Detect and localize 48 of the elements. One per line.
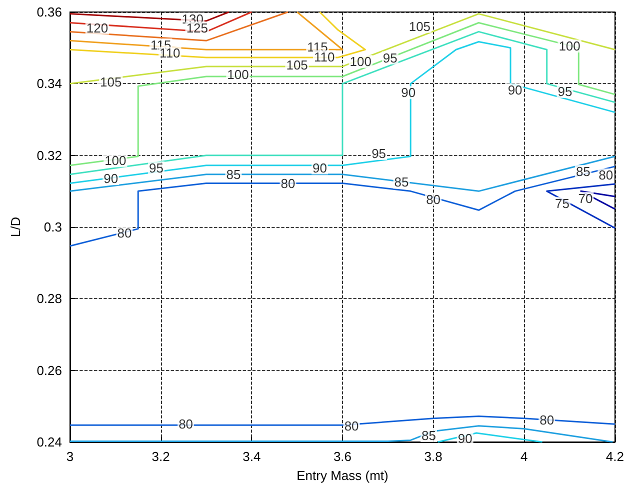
- annotation: 95: [372, 146, 386, 162]
- annotation: 80: [540, 412, 554, 428]
- annotation: 85: [226, 166, 241, 182]
- annotation: 80: [117, 226, 132, 241]
- x-tick-label: 3.4: [242, 449, 261, 464]
- x-tick-label: 3.6: [333, 449, 352, 464]
- annotation: 80: [598, 168, 614, 183]
- annotation: 90: [401, 85, 416, 100]
- x-tick-label: 3.2: [152, 449, 170, 464]
- annotation: 105: [408, 18, 431, 34]
- annotation: 85: [422, 428, 436, 444]
- y-tick-label: 0.28: [36, 291, 62, 306]
- annotation: 100: [227, 67, 249, 82]
- y-tick-label: 0.26: [36, 362, 62, 378]
- x-tick-label: 3.8: [424, 449, 442, 464]
- annotation: 80: [280, 176, 296, 191]
- x-tick-label: 3: [66, 449, 74, 464]
- annotation: 90: [508, 82, 522, 98]
- annotation: 85: [576, 164, 590, 179]
- annotation: 95: [149, 160, 164, 176]
- y-tick-label: 0.3: [44, 220, 62, 234]
- annotation: 105: [100, 74, 122, 90]
- annotation: 80: [178, 416, 194, 432]
- y-tick-label: 0.36: [36, 4, 62, 20]
- annotation: 70: [578, 190, 593, 206]
- annotation: 95: [382, 50, 398, 66]
- annotation: 90: [458, 430, 472, 446]
- x-axis-title: Entry Mass (mt): [296, 468, 388, 483]
- annotation: 100: [558, 38, 580, 54]
- annotation: 75: [555, 196, 570, 211]
- annotation: 100: [350, 54, 372, 69]
- x-tick-label: 4: [520, 449, 528, 464]
- annotation: 90: [312, 160, 328, 176]
- annotation: 110: [314, 49, 335, 64]
- annotation: 80: [426, 192, 441, 207]
- y-tick-label: 0.34: [36, 76, 62, 92]
- annotation: 90: [104, 171, 118, 186]
- annotation: 100: [104, 153, 126, 168]
- y-tick-label: 0.24: [36, 434, 62, 450]
- annotation: 120: [86, 20, 108, 36]
- x-tick-label: 4.2: [606, 449, 624, 464]
- annotation: 110: [160, 46, 180, 61]
- annotation: 105: [286, 58, 308, 73]
- annotation: 80: [344, 418, 359, 434]
- y-axis-title: L/D: [8, 216, 23, 238]
- y-tick-label: 0.32: [36, 148, 62, 163]
- annotation: 85: [394, 174, 409, 190]
- annotation: 95: [558, 84, 572, 100]
